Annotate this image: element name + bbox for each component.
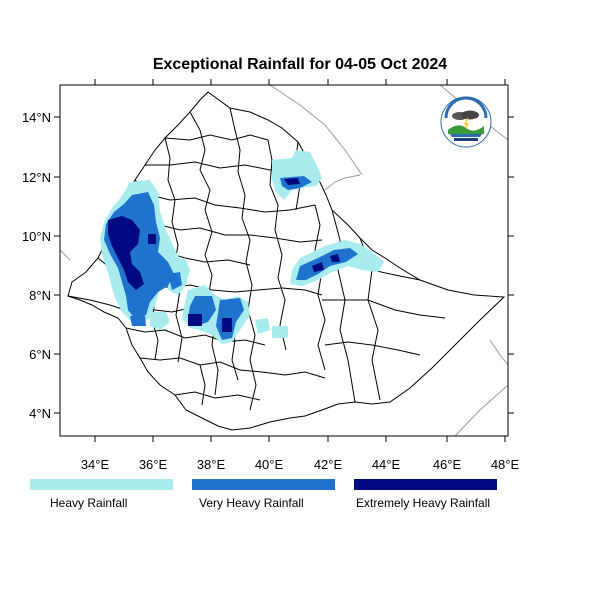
legend-swatch-very-heavy [192,479,335,490]
y-axis [54,116,514,414]
x-tick-label: 44°E [372,457,401,472]
y-tick-label: 8°N [29,288,51,303]
y-tick-label: 4°N [29,406,51,421]
y-tick-label: 14°N [22,110,51,125]
y-tick-label: 10°N [22,229,51,244]
legend-label-very-heavy: Very Heavy Rainfall [199,496,304,510]
x-tick-label: 48°E [491,457,520,472]
x-tick-label: 34°E [81,457,110,472]
legend-label-heavy: Heavy Rainfall [50,496,128,510]
x-axis [94,79,506,442]
map-frame [59,84,509,437]
x-tick-label: 40°E [255,457,284,472]
x-tick-label: 38°E [197,457,226,472]
y-tick-label: 12°N [22,170,51,185]
rainfall-extremely-heavy [108,178,340,332]
x-tick-label: 46°E [433,457,462,472]
legend-label-extremely-heavy: Extremely Heavy Rainfall [356,496,491,510]
legend-swatch-extremely-heavy [354,479,497,490]
meteorology-institute-logo-icon [440,96,492,148]
x-tick-label: 42°E [314,457,343,472]
map-title: Exceptional Rainfall for 04-05 Oct 2024 [152,56,448,73]
legend-swatch-heavy [30,479,173,490]
rainfall-very-heavy [104,176,358,340]
x-tick-label: 36°E [139,457,168,472]
y-tick-label: 6°N [29,347,51,362]
